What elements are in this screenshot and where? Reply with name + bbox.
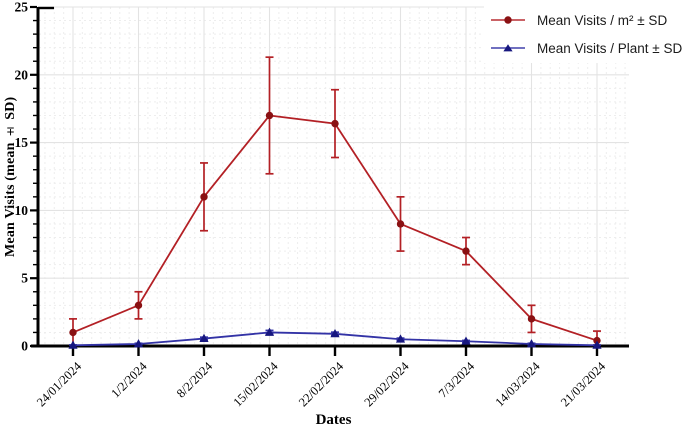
data-point-marker [461, 336, 471, 345]
data-point-marker [526, 339, 537, 348]
legend-item-mean-visits-per-m2: Mean Visits / m² ± SD [488, 6, 682, 34]
series-mean-visits-per-m2 [69, 56, 601, 346]
x-tick-label: 7/3/2024 [436, 359, 478, 401]
data-point-marker [68, 340, 78, 349]
legend-label: Mean Visits / Plant ± SD [537, 40, 683, 56]
data-point-marker [69, 328, 77, 337]
data-point-marker [592, 340, 602, 349]
data-point-marker [264, 327, 275, 336]
x-tick-label: 22/02/2024 [296, 359, 347, 410]
red-circle-series-marker-icon [491, 16, 525, 24]
y-tick-label: 5 [21, 271, 28, 286]
y-axis-ticks: 0 5 10 15 20 25 [15, 0, 37, 354]
x-tick-label: 1/2/2024 [108, 359, 150, 401]
x-axis-ticks: 24/01/2024 1/2/2024 8/2/2024 15/02/2024 22/0… [34, 347, 609, 410]
major-grid [39, 6, 629, 345]
x-tick-label: 21/03/2024 [558, 359, 609, 410]
data-point-marker [200, 193, 208, 201]
legend-label: Mean Visits / m² ± SD [537, 12, 668, 28]
data-point-marker [527, 315, 536, 323]
legend-item-mean-visits-per-plant: Mean Visits / Plant ± SD [488, 34, 682, 62]
data-point-marker [330, 328, 340, 338]
legend: Mean Visits / m² ± SD Mean Visits / Plan… [484, 5, 685, 63]
x-tick-label: 8/2/2024 [174, 359, 216, 401]
data-point-marker [395, 334, 406, 343]
x-tick-label: 29/02/2024 [361, 359, 412, 410]
x-tick-label: 14/03/2024 [492, 359, 543, 410]
y-tick-label: 15 [15, 135, 29, 150]
data-point-marker [199, 333, 209, 342]
y-tick-label: 20 [15, 67, 29, 82]
y-tick-label: 0 [21, 339, 28, 354]
y-tick-label: 10 [15, 203, 29, 218]
data-point-marker [331, 119, 339, 128]
x-axis-title: Dates [315, 412, 352, 428]
data-point-marker [396, 220, 405, 228]
blue-triangle-series-marker-icon [491, 44, 525, 52]
data-point-marker [133, 339, 144, 348]
y-tick-label: 25 [15, 0, 29, 15]
x-tick-label: 24/01/2024 [34, 359, 85, 410]
x-tick-label: 15/02/2024 [230, 359, 281, 410]
y-axis-title: Mean Visits (mean ± SD) [3, 96, 18, 258]
data-point-marker [134, 301, 143, 310]
series-mean-visits-per-plant [68, 327, 602, 349]
data-point-marker [462, 247, 470, 255]
data-point-marker [265, 111, 274, 120]
